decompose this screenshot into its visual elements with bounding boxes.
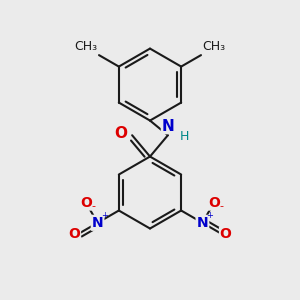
Text: O: O	[68, 227, 80, 241]
Text: O: O	[220, 227, 232, 241]
Text: CH₃: CH₃	[202, 40, 226, 53]
Text: N: N	[92, 216, 103, 230]
Text: CH₃: CH₃	[74, 40, 98, 53]
Text: -: -	[91, 202, 95, 212]
Text: +: +	[206, 211, 213, 220]
Text: O: O	[114, 126, 127, 141]
Text: N: N	[161, 118, 174, 134]
Text: +: +	[101, 211, 108, 220]
Text: O: O	[80, 196, 92, 210]
Text: N: N	[196, 216, 208, 230]
Text: O: O	[208, 196, 220, 210]
Text: H: H	[179, 130, 189, 143]
Text: -: -	[219, 202, 223, 212]
